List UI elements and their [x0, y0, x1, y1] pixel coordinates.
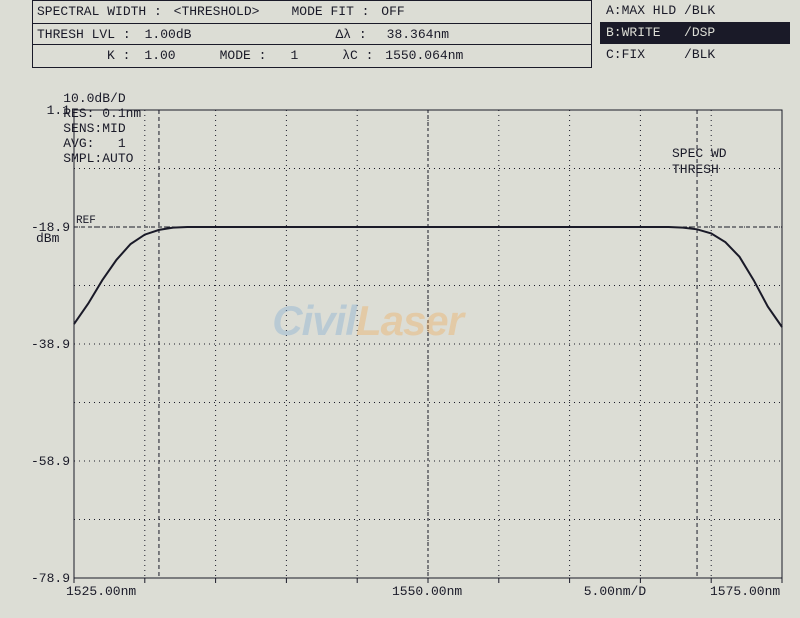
trace-c-label: C:FIX /BLK: [600, 44, 790, 66]
spectral-width-label: SPECTRAL WIDTH :: [33, 1, 162, 23]
x-tick-label: 1575.00nm: [710, 584, 780, 599]
k-label: K :: [103, 45, 130, 67]
delta-lambda-label: Δλ :: [331, 24, 366, 44]
y-tick-label: -58.9: [28, 454, 70, 469]
mode-fit-value: OFF: [369, 1, 404, 23]
trace-b-label: B:WRITE /DSP: [600, 22, 790, 44]
spec-wd-label: SPEC WD: [672, 146, 727, 162]
x-tick-label: 1550.00nm: [392, 584, 462, 599]
y-unit-label: dBm: [36, 231, 59, 247]
y-tick-label: -78.9: [28, 571, 70, 586]
header-box: SPECTRAL WIDTH : <THRESHOLD> MODE FIT : …: [32, 0, 592, 68]
k-value: 1.00: [140, 45, 175, 67]
y-tick-label: 1.1: [28, 103, 70, 118]
thresh-label: THRESH: [672, 162, 719, 178]
right-panel: A:MAX HLD /BLK B:WRITE /DSP C:FIX /BLK: [600, 0, 790, 66]
delta-lambda-value: 38.364nm: [383, 24, 449, 44]
lambda-c-label: λC :: [338, 45, 373, 67]
y-tick-label: -38.9: [28, 337, 70, 352]
mode-label: MODE :: [216, 45, 267, 67]
x-span-label: 5.00nm/D: [584, 584, 646, 599]
mode-fit-label: MODE FIT :: [287, 1, 369, 23]
thresh-lvl-value: 1.00dB: [141, 24, 192, 44]
x-tick-label: 1525.00nm: [66, 584, 136, 599]
spectral-width-value: <THRESHOLD>: [162, 1, 260, 23]
trace-a-label: A:MAX HLD /BLK: [600, 0, 790, 22]
spectrum-plot: 1.1-18.9-38.9-58.9-78.9 1525.00nm1550.00…: [32, 98, 792, 593]
ref-label: REF: [76, 213, 96, 229]
thresh-lvl-label: THRESH LVL :: [33, 24, 131, 44]
settings-row: 10.0dB/D RES: 0.1nm SENS:MID AVG: 1 SMPL…: [32, 76, 792, 96]
watermark: CivilLaser: [272, 297, 463, 345]
mode-value: 1: [286, 45, 298, 67]
lambda-c-value: 1550.064nm: [373, 45, 463, 67]
